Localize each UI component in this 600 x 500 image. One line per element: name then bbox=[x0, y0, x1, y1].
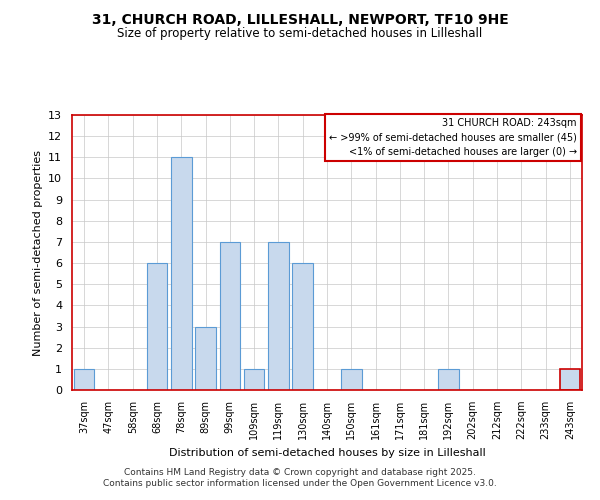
Bar bbox=[244, 369, 265, 390]
Bar bbox=[220, 242, 240, 390]
Bar bbox=[74, 369, 94, 390]
Y-axis label: Number of semi-detached properties: Number of semi-detached properties bbox=[32, 150, 43, 356]
Bar bbox=[171, 158, 191, 390]
Bar bbox=[341, 369, 362, 390]
Text: 31 CHURCH ROAD: 243sqm
← >99% of semi-detached houses are smaller (45)
<1% of se: 31 CHURCH ROAD: 243sqm ← >99% of semi-de… bbox=[329, 118, 577, 158]
Bar bbox=[292, 263, 313, 390]
Bar bbox=[438, 369, 459, 390]
Bar bbox=[195, 326, 216, 390]
Bar bbox=[146, 263, 167, 390]
Text: Size of property relative to semi-detached houses in Lilleshall: Size of property relative to semi-detach… bbox=[118, 28, 482, 40]
X-axis label: Distribution of semi-detached houses by size in Lilleshall: Distribution of semi-detached houses by … bbox=[169, 448, 485, 458]
Bar bbox=[560, 369, 580, 390]
Bar bbox=[268, 242, 289, 390]
Text: Contains HM Land Registry data © Crown copyright and database right 2025.
Contai: Contains HM Land Registry data © Crown c… bbox=[103, 468, 497, 487]
Text: 31, CHURCH ROAD, LILLESHALL, NEWPORT, TF10 9HE: 31, CHURCH ROAD, LILLESHALL, NEWPORT, TF… bbox=[92, 12, 508, 26]
